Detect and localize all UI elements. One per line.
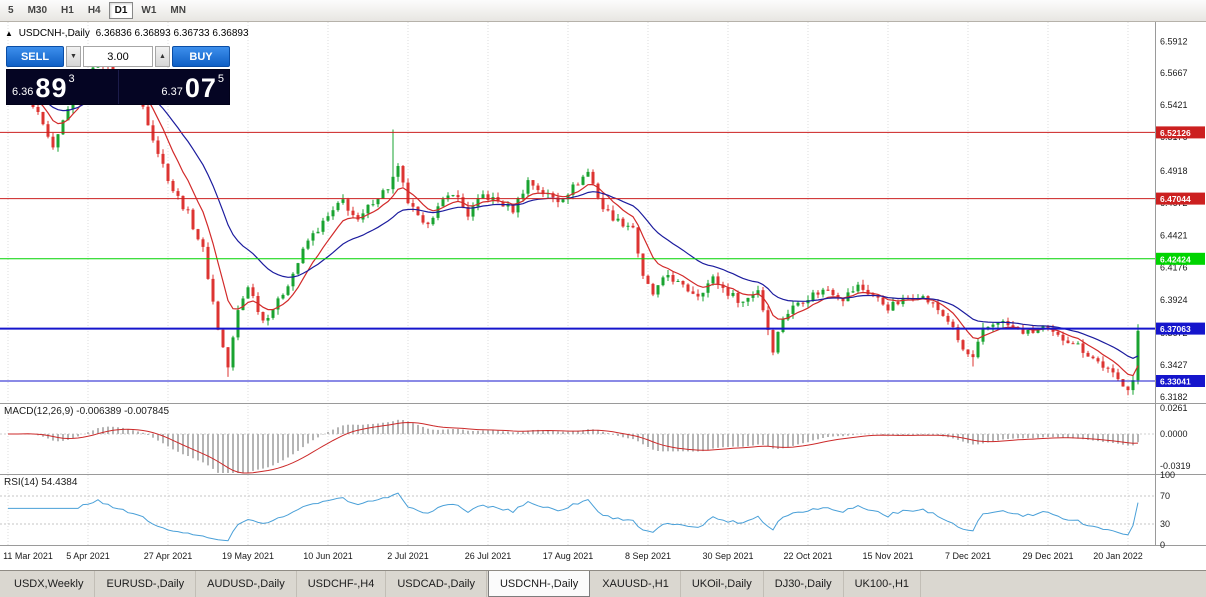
chart-title: USDCNH-,Daily <box>18 28 90 39</box>
svg-text:6.47044: 6.47044 <box>1160 194 1191 204</box>
sell-price-point: 3 <box>68 73 75 85</box>
svg-text:6.5912: 6.5912 <box>1160 36 1188 46</box>
svg-text:30: 30 <box>1160 519 1170 529</box>
svg-text:26 Jul 2021: 26 Jul 2021 <box>465 551 512 561</box>
svg-text:29 Dec 2021: 29 Dec 2021 <box>1022 551 1073 561</box>
svg-text:-0.0319: -0.0319 <box>1160 461 1191 471</box>
svg-text:0.0000: 0.0000 <box>1160 429 1188 439</box>
svg-text:27 Apr 2021: 27 Apr 2021 <box>144 551 193 561</box>
horizontal-price-lines[interactable] <box>0 131 1155 382</box>
timeframe-button-mn[interactable]: MN <box>164 2 192 19</box>
svg-text:6.4918: 6.4918 <box>1160 166 1188 176</box>
timeframe-toolbar: 5 M30 H1 H4 D1 W1 MN <box>0 0 1206 22</box>
buy-price[interactable]: 6.37 07 5 <box>117 70 230 104</box>
volume-increase-button[interactable]: ▲ <box>155 46 170 67</box>
svg-text:5 Apr 2021: 5 Apr 2021 <box>66 551 110 561</box>
svg-text:6.3427: 6.3427 <box>1160 360 1188 370</box>
volume-input[interactable] <box>83 46 153 67</box>
price-axis: 6.59126.56676.54216.51766.49186.46726.44… <box>1156 36 1205 550</box>
svg-text:2 Jul 2021: 2 Jul 2021 <box>387 551 429 561</box>
collapse-icon[interactable]: ▲ <box>5 29 13 38</box>
chart-tab-audusd-daily[interactable]: AUDUSD-,Daily <box>196 571 297 597</box>
svg-text:6.5667: 6.5667 <box>1160 68 1188 78</box>
chart-tab-usdx-weekly[interactable]: USDX,Weekly <box>3 571 96 597</box>
svg-text:0: 0 <box>1160 540 1165 550</box>
order-controls-row: SELL ▼ ▲ BUY <box>6 46 230 67</box>
date-axis: 11 Mar 2021 5 Apr 2021 27 Apr 2021 19 May 2… <box>3 551 1143 561</box>
svg-text:10 Jun 2021: 10 Jun 2021 <box>303 551 353 561</box>
sell-price[interactable]: 6.36 89 3 <box>7 70 118 104</box>
svg-text:0.0261: 0.0261 <box>1160 403 1188 413</box>
svg-text:17 Aug 2021: 17 Aug 2021 <box>543 551 594 561</box>
sell-price-prefix: 6.36 <box>12 86 34 98</box>
svg-text:19 May 2021: 19 May 2021 <box>222 551 274 561</box>
svg-text:6.3924: 6.3924 <box>1160 295 1188 305</box>
svg-text:6.5421: 6.5421 <box>1160 100 1188 110</box>
chart-tab-uk100-h1[interactable]: UK100-,H1 <box>844 571 922 597</box>
chart-tab-bar: USDX,Weekly EURUSD-,Daily AUDUSD-,Daily USD… <box>0 570 1206 597</box>
rsi-pane <box>8 492 1139 542</box>
chart-tab-ukoil-daily[interactable]: UKOil-,Daily <box>681 571 764 597</box>
svg-text:6.33041: 6.33041 <box>1160 376 1191 386</box>
chart-tab-eurusd-daily[interactable]: EURUSD-,Daily <box>95 571 197 597</box>
grid-layer <box>0 22 1155 545</box>
timeframe-button-5[interactable]: 5 <box>2 2 20 19</box>
svg-text:6.4176: 6.4176 <box>1160 262 1188 272</box>
svg-text:6.52126: 6.52126 <box>1160 128 1191 138</box>
chart-tab-usdchf-h4[interactable]: USDCHF-,H4 <box>297 571 387 597</box>
timeframe-button-h4[interactable]: H4 <box>82 2 107 19</box>
chart-tab-dj30-daily[interactable]: DJ30-,Daily <box>764 571 844 597</box>
svg-text:30 Sep 2021: 30 Sep 2021 <box>702 551 753 561</box>
buy-price-point: 5 <box>217 73 224 85</box>
chart-canvas[interactable]: 6.59126.56676.54216.51766.49186.46726.44… <box>0 22 1206 570</box>
buy-price-prefix: 6.37 <box>161 86 183 98</box>
timeframe-button-d1[interactable]: D1 <box>108 2 134 19</box>
moving-averages-layer <box>7 74 1139 377</box>
svg-text:11 Mar 2021: 11 Mar 2021 <box>3 551 53 561</box>
timeframe-button-m30[interactable]: M30 <box>22 2 53 19</box>
timeframe-button-h1[interactable]: H1 <box>55 2 80 19</box>
chart-ohlc-values: 6.36836 6.36893 6.36733 6.36893 <box>95 28 249 39</box>
rsi-indicator-label: RSI(14) 54.4384 <box>4 477 78 488</box>
volume-decrease-button[interactable]: ▼ <box>66 46 81 67</box>
chart-tab-usdcad-daily[interactable]: USDCAD-,Daily <box>386 571 487 597</box>
buy-button[interactable]: BUY <box>172 46 230 67</box>
svg-text:6.37063: 6.37063 <box>1160 324 1191 334</box>
sell-price-pips: 89 <box>35 73 68 103</box>
chart-tab-usdcnh-daily[interactable]: USDCNH-,Daily <box>487 571 591 597</box>
svg-text:6.4421: 6.4421 <box>1160 230 1188 240</box>
svg-text:8 Sep 2021: 8 Sep 2021 <box>625 551 671 561</box>
macd-indicator-label: MACD(12,26,9) -0.006389 -0.007845 <box>4 406 170 417</box>
svg-text:70: 70 <box>1160 491 1170 501</box>
svg-text:6.42424: 6.42424 <box>1160 254 1191 264</box>
timeframe-button-w1[interactable]: W1 <box>135 2 162 19</box>
one-click-trading-panel: SELL ▼ ▲ BUY 6.36 89 3 6.37 07 5 <box>6 46 230 105</box>
svg-text:15 Nov 2021: 15 Nov 2021 <box>862 551 913 561</box>
sell-button[interactable]: SELL <box>6 46 64 67</box>
buy-price-pips: 07 <box>184 73 217 103</box>
chart-header: ▲ USDCNH-,Daily 6.36836 6.36893 6.36733 … <box>5 28 252 39</box>
pane-separators[interactable] <box>0 22 1206 546</box>
chart-area: 6.59126.56676.54216.51766.49186.46726.44… <box>0 22 1206 570</box>
chart-tab-xauusd-h1[interactable]: XAUUSD-,H1 <box>591 571 681 597</box>
bid-ask-display: 6.36 89 3 6.37 07 5 <box>6 69 230 105</box>
svg-text:22 Oct 2021: 22 Oct 2021 <box>783 551 832 561</box>
svg-text:20 Jan 2022: 20 Jan 2022 <box>1093 551 1143 561</box>
svg-text:100: 100 <box>1160 470 1175 480</box>
macd-pane <box>8 419 1139 474</box>
svg-text:7 Dec 2021: 7 Dec 2021 <box>945 551 991 561</box>
svg-text:6.3182: 6.3182 <box>1160 392 1188 402</box>
